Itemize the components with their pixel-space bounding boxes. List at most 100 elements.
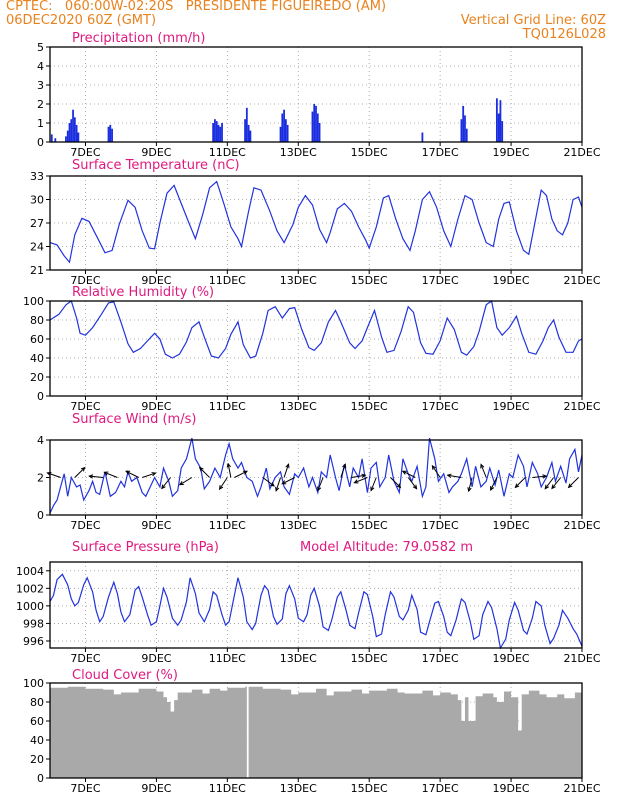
precip-bar	[70, 119, 73, 142]
x-tick-label: 13DEC	[280, 782, 317, 795]
precip-bar	[247, 124, 250, 142]
precip-bar	[54, 138, 57, 142]
wind-arrow-head	[401, 470, 407, 475]
wind-arrow	[317, 477, 324, 491]
y-tick-label: 60	[30, 333, 44, 346]
y-tick-label: 40	[30, 352, 44, 365]
precip-bar	[66, 130, 69, 142]
cloud-cover-area	[50, 686, 582, 778]
x-tick-label: 21DEC	[563, 400, 600, 413]
y-tick-label: 5	[37, 41, 44, 54]
wind-arrow	[179, 477, 193, 486]
x-tick-label: 19DEC	[493, 519, 530, 532]
x-tick-label: 11DEC	[209, 652, 246, 665]
wind-arrow-head	[178, 481, 184, 486]
precip-bar	[501, 121, 504, 142]
y-tick-label: 24	[30, 241, 44, 254]
wind-arrow-head	[467, 487, 472, 493]
precip-bar	[215, 121, 218, 142]
x-tick-label: 9DEC	[141, 274, 171, 287]
wind-arrow-head	[198, 466, 204, 472]
wind-arrow-head	[242, 470, 248, 475]
wind-arrow-head	[370, 486, 375, 492]
x-tick-label: 9DEC	[141, 400, 171, 413]
precip-bar	[318, 123, 321, 142]
y-tick-label: 1000	[16, 600, 44, 613]
x-tick-label: 17DEC	[422, 652, 459, 665]
x-tick-label: 21DEC	[563, 146, 600, 159]
x-tick-label: 21DEC	[563, 782, 600, 795]
x-tick-label: 11DEC	[209, 146, 246, 159]
x-tick-label: 17DEC	[422, 146, 459, 159]
x-tick-label: 17DEC	[422, 274, 459, 287]
panel-title: Surface Pressure (hPa)	[72, 540, 219, 555]
wind-arrow-head	[317, 486, 322, 492]
wind-arrow-head	[151, 472, 157, 477]
x-tick-label: 11DEC	[209, 782, 246, 795]
y-tick-label: 0	[37, 136, 44, 149]
y-tick-label: 996	[23, 635, 44, 648]
wind-arrow-head	[342, 463, 347, 469]
y-tick-label: 60	[30, 715, 44, 728]
x-tick-label: 7DEC	[70, 146, 100, 159]
wind-arrow-head	[103, 471, 109, 476]
wind-arrow	[262, 477, 275, 487]
precip-bar	[68, 123, 71, 142]
y-tick-label: 100	[23, 677, 44, 690]
precip-bar	[212, 123, 215, 142]
header-line2-left: 06DEC2020 60Z (GMT)	[6, 13, 157, 28]
y-tick-label: 1002	[16, 582, 44, 595]
wind-arrow-head	[514, 483, 520, 489]
x-tick-label: 17DEC	[422, 519, 459, 532]
series-line	[49, 180, 583, 264]
wind-arrow	[407, 477, 418, 490]
wind-arrow	[468, 477, 473, 492]
precip-bar	[311, 111, 314, 142]
wind-arrow	[490, 477, 498, 491]
precip-bar	[316, 113, 319, 142]
panel-1: 0 1 2 3 4 5 7DEC 9DEC 11DEC 13DEC 15DEC 17DEC 19DEC 2…	[37, 31, 601, 159]
wind-arrow	[515, 477, 526, 488]
precip-bar	[72, 109, 74, 142]
y-tick-label: 4	[37, 60, 44, 73]
precip-bar	[313, 104, 316, 142]
precip-bar	[315, 105, 317, 142]
x-tick-label: 11DEC	[209, 519, 246, 532]
precip-bar	[219, 126, 222, 142]
x-tick-label: 15DEC	[351, 782, 388, 795]
y-tick-label: 2	[37, 472, 44, 485]
wind-arrow-head	[125, 470, 131, 475]
wind-arrow	[234, 470, 248, 478]
panel-title: Relative Humidity (%)	[72, 285, 214, 300]
y-tick-label: 40	[30, 734, 44, 747]
header-line1: CPTEC: 060:00W-02:20S PRESIDENTE FIGUEIR…	[6, 0, 387, 14]
wind-arrow-head	[480, 463, 485, 469]
series-line	[49, 573, 583, 650]
precip-bar	[77, 132, 80, 142]
wind-arrow	[283, 464, 289, 478]
wind-arrow-head	[431, 464, 437, 470]
x-tick-label: 15DEC	[351, 519, 388, 532]
wind-arrow	[219, 477, 228, 490]
wind-arrow	[390, 477, 401, 488]
y-tick-label: 21	[30, 264, 44, 277]
panel-frame	[49, 561, 583, 649]
precip-bar	[495, 98, 498, 142]
wind-arrow	[447, 474, 462, 478]
wind-arrow-head	[490, 486, 495, 492]
x-tick-label: 15DEC	[351, 146, 388, 159]
y-tick-label: 0	[37, 390, 44, 403]
precip-bar	[65, 136, 67, 142]
wind-arrow	[340, 464, 346, 478]
wind-arrow-head	[80, 466, 86, 472]
wind-arrow	[431, 465, 441, 478]
x-tick-label: 21DEC	[563, 652, 600, 665]
precip-bar	[286, 124, 289, 142]
y-tick-label: 100	[23, 295, 44, 308]
y-tick-label: 80	[30, 696, 44, 709]
y-tick-label: 998	[23, 617, 44, 630]
precip-bar	[460, 119, 463, 142]
x-tick-label: 7DEC	[70, 652, 100, 665]
y-tick-label: 0	[37, 772, 44, 785]
